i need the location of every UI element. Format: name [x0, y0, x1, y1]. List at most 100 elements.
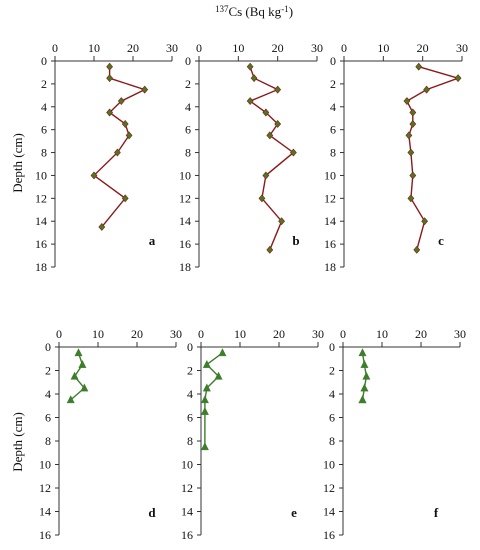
x-tick-label: 10 [377, 41, 389, 55]
y-tick-label: 8 [329, 434, 335, 448]
y-tick-label: 8 [187, 434, 193, 448]
y-tick-label: 4 [330, 100, 336, 114]
data-point [200, 395, 209, 404]
data-point [266, 131, 274, 140]
panel-label: c [438, 233, 444, 248]
y-tick-label: 10 [179, 168, 191, 182]
data-point [405, 131, 413, 140]
y-tick-label: 12 [35, 191, 47, 205]
x-tick-label: 30 [456, 41, 468, 55]
data-point [74, 348, 83, 357]
series-line [248, 66, 295, 251]
data-point [358, 348, 367, 357]
data-point [117, 97, 125, 106]
data-point [214, 371, 223, 380]
x-tick-label: 20 [127, 41, 139, 55]
y-tick-label: 8 [45, 434, 51, 448]
data-point [70, 371, 79, 380]
x-tick-label: 10 [232, 41, 244, 55]
panel-c: 0 10 20 30 0 2 4 6 8 10 12 14 16 18 c [324, 41, 468, 274]
x-tick-label: 0 [52, 41, 58, 55]
data-point [278, 217, 285, 226]
data-point [258, 194, 266, 203]
y-tick-label: 4 [45, 387, 51, 401]
y-tick-label: 16 [39, 528, 51, 542]
y-tick-label: 14 [179, 214, 191, 228]
panel-label: e [291, 505, 297, 520]
figure-top-title: 137Cs (Bq kg-1) [215, 4, 293, 19]
y-tick-label: 2 [185, 77, 191, 91]
y-tick-label: 14 [35, 214, 47, 228]
y-tick-label: 16 [179, 237, 191, 251]
data-point [246, 97, 254, 106]
data-point [362, 371, 371, 380]
y-tick-label: 12 [323, 481, 335, 495]
data-point [125, 131, 133, 140]
x-tick-label: 10 [92, 327, 104, 341]
data-point [202, 383, 211, 392]
panel-label: f [434, 505, 439, 520]
y-tick-label: 10 [181, 458, 193, 472]
y-tick-label: 0 [45, 340, 51, 354]
y-tick-label: 10 [323, 458, 335, 472]
y-tick-label: 0 [41, 54, 47, 68]
y-tick-label: 6 [187, 411, 193, 425]
data-point [423, 85, 430, 94]
y-tick-label: 10 [35, 168, 47, 182]
data-point [360, 359, 369, 368]
y-tick-label: 8 [41, 146, 47, 160]
y-tick-label: 16 [323, 528, 335, 542]
data-point [121, 194, 129, 203]
y-tick-label: 4 [187, 387, 193, 401]
x-tick-label: 30 [170, 327, 182, 341]
panel-b: 0 10 20 30 0 2 4 6 8 10 12 14 16 18 b [179, 41, 323, 274]
data-point [262, 171, 270, 180]
title-unit-superscript: -1 [281, 4, 289, 14]
y-axis-label-bottom: Depth (cm) [10, 412, 25, 472]
y-tick-label: 18 [35, 260, 47, 274]
y-tick-label: 18 [179, 260, 191, 274]
y-tick-label: 16 [181, 528, 193, 542]
data-point [409, 119, 417, 128]
panel-label: a [149, 233, 156, 248]
x-tick-label: 30 [311, 41, 323, 55]
x-tick-label: 0 [196, 41, 202, 55]
data-point [218, 348, 227, 357]
x-tick-label: 0 [198, 327, 204, 341]
y-tick-label: 0 [329, 340, 335, 354]
y-tick-label: 14 [181, 505, 193, 519]
y-tick-label: 6 [45, 411, 51, 425]
data-point [409, 108, 417, 117]
y-tick-label: 2 [330, 77, 336, 91]
title-isotope-superscript: 137 [215, 4, 229, 14]
data-point [114, 148, 121, 157]
x-tick-label: 30 [312, 327, 324, 341]
y-axis-label-top: Depth (cm) [10, 133, 25, 193]
data-point [421, 217, 429, 226]
data-point [403, 97, 411, 106]
panel-f: 0 10 20 30 0 2 4 6 8 10 12 14 16 f [323, 327, 466, 542]
data-point [246, 62, 254, 71]
panel-label: b [292, 233, 299, 248]
data-point [407, 194, 415, 203]
y-tick-label: 10 [39, 458, 51, 472]
y-tick-label: 8 [185, 146, 191, 160]
y-tick-label: 4 [185, 100, 191, 114]
y-tick-label: 10 [324, 168, 336, 182]
data-point [262, 108, 270, 117]
y-tick-label: 12 [179, 191, 191, 205]
data-point [66, 395, 75, 404]
data-point [200, 442, 209, 451]
x-tick-label: 20 [272, 41, 284, 55]
data-point [290, 148, 297, 157]
data-point [106, 108, 113, 117]
panel-d: 0 10 20 30 0 2 4 6 8 10 12 14 16 d [39, 327, 182, 542]
y-tick-label: 12 [181, 481, 193, 495]
title-base-text: Cs (Bq kg [228, 4, 281, 19]
y-tick-label: 6 [41, 123, 47, 137]
data-point [121, 119, 129, 128]
data-point [80, 383, 89, 392]
y-tick-label: 2 [41, 77, 47, 91]
y-tick-label: 16 [35, 237, 47, 251]
